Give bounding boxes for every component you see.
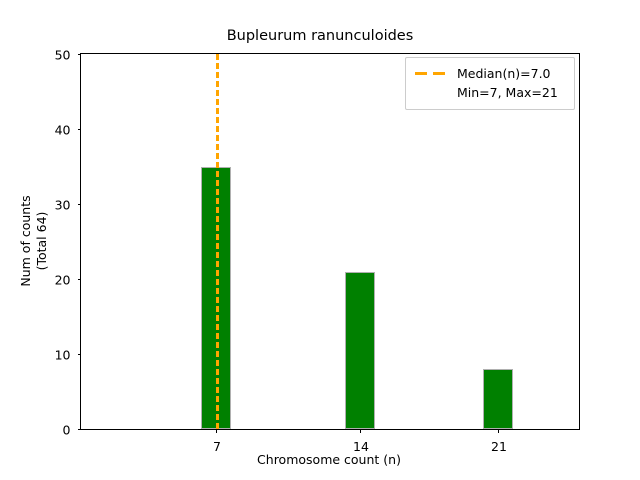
y-tick-0: 0 <box>63 423 81 438</box>
y-tick-label-40: 40 <box>54 122 71 138</box>
legend-label-median: Median(n)=7.0 <box>457 66 551 81</box>
y-tick-30: 30 <box>55 198 81 213</box>
blank-swatch-icon <box>414 87 448 99</box>
y-tick-10: 10 <box>55 348 81 363</box>
x-axis-label: Chromosome count (n) <box>257 452 401 467</box>
x-tick-14: 14 <box>353 429 369 454</box>
x-tick-21: 21 <box>491 429 507 454</box>
x-tick-label-14: 14 <box>353 438 369 454</box>
y-axis-label-text: Num of counts (Total 64) <box>18 194 49 287</box>
dashed-line-icon <box>414 68 448 80</box>
y-tick-label-10: 10 <box>54 347 71 363</box>
x-tick-label-21: 21 <box>491 438 507 454</box>
y-tick-40: 40 <box>55 123 81 138</box>
y-axis-label: Num of counts (Total 64) <box>18 53 49 428</box>
chart-legend: Median(n)=7.0 Min=7, Max=21 <box>405 57 575 110</box>
bar-n-14 <box>345 271 375 429</box>
legend-label-minmax: Min=7, Max=21 <box>457 85 558 100</box>
plot-area: 0 10 20 30 40 50 7 14 21 <box>55 48 580 454</box>
y-tick-20: 20 <box>55 273 81 288</box>
y-tick-50: 50 <box>55 48 81 63</box>
legend-entry-median: Median(n)=7.0 <box>414 64 566 83</box>
y-tick-label-0: 0 <box>62 422 71 438</box>
y-tick-label-50: 50 <box>54 47 71 63</box>
y-tick-label-30: 30 <box>54 197 71 213</box>
median-line <box>216 54 219 429</box>
bar-n-21 <box>483 369 513 429</box>
x-tick-7: 7 <box>213 429 221 454</box>
chart-title: Bupleurum ranunculoides <box>226 28 414 44</box>
x-tick-label-7: 7 <box>213 438 221 454</box>
y-tick-label-20: 20 <box>54 272 71 288</box>
legend-entry-minmax: Min=7, Max=21 <box>414 83 566 102</box>
